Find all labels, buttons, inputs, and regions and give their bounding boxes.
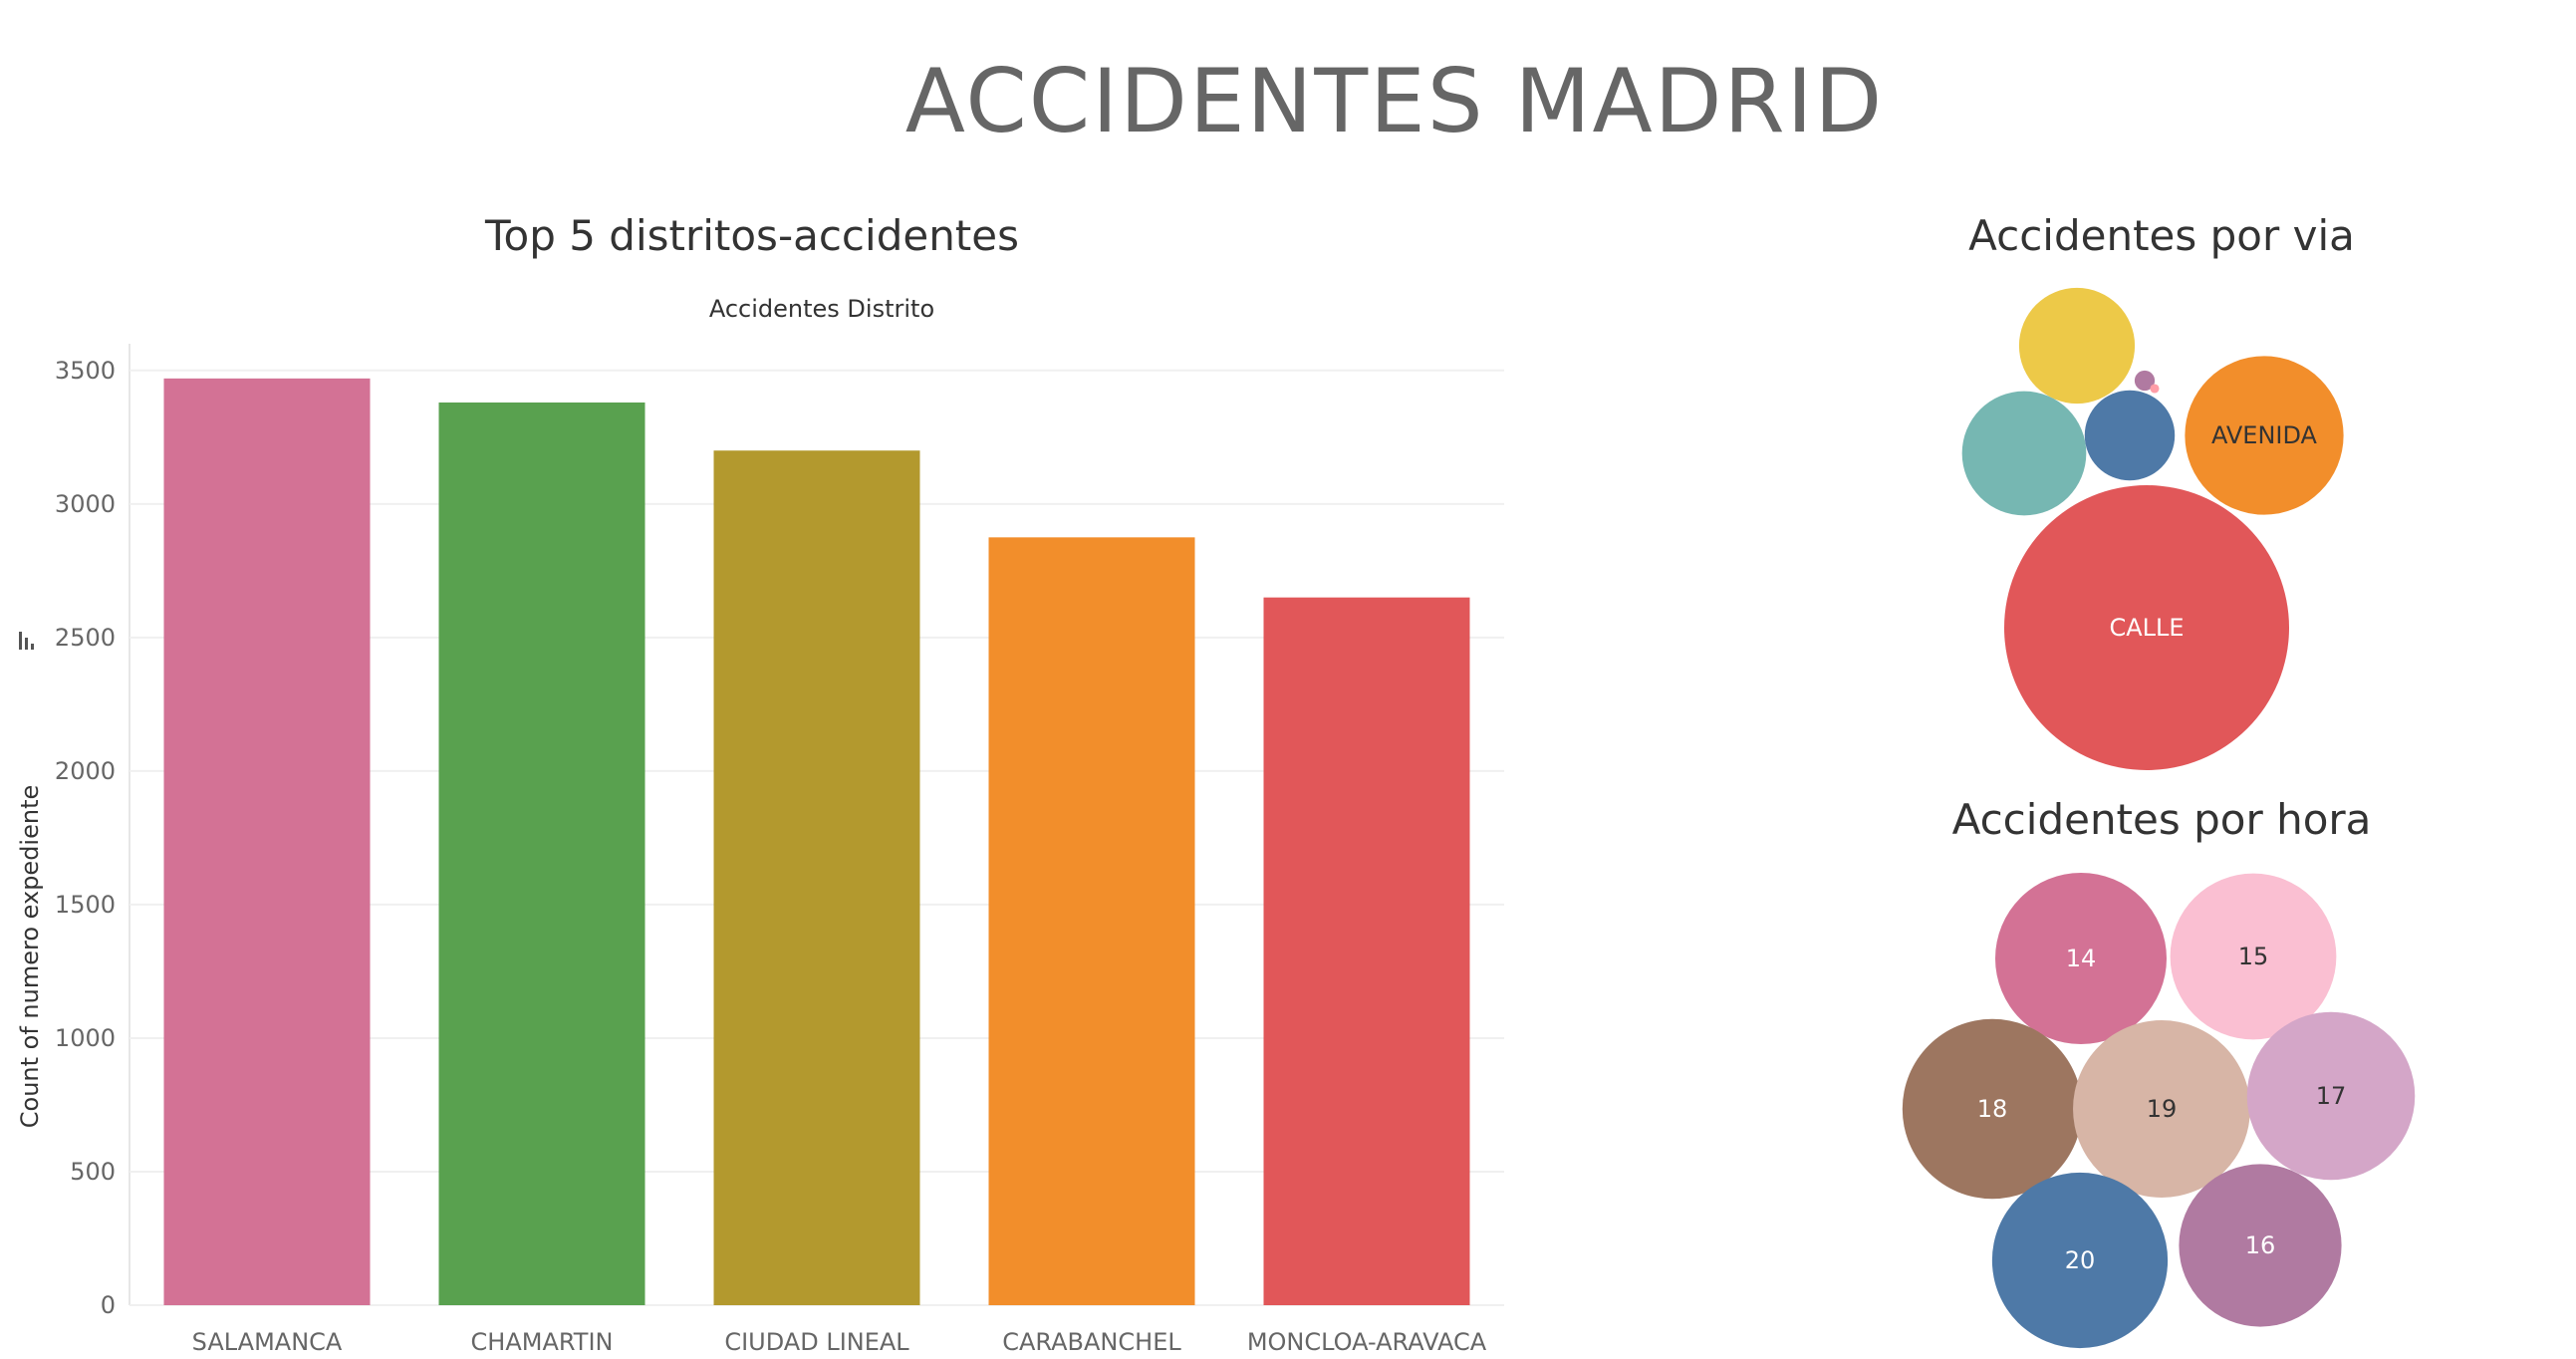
y-tick-label: 1000 bbox=[55, 1024, 116, 1052]
dashboard-title: ACCIDENTES MADRID bbox=[904, 50, 1885, 152]
y-tick-label: 2000 bbox=[55, 757, 116, 785]
hora-chart-title: Accidentes por hora bbox=[1951, 795, 2372, 844]
x-tick-label: CARABANCHEL bbox=[1002, 1328, 1181, 1355]
hora-bubble-chart: 14 15 18 19 17 20 16 bbox=[1902, 873, 2416, 1349]
via-chart-title: Accidentes por via bbox=[1968, 211, 2355, 260]
bubble-label: 17 bbox=[2316, 1082, 2347, 1110]
bar[interactable] bbox=[713, 450, 920, 1305]
bubble-label: 14 bbox=[2066, 945, 2097, 972]
bar-chart-title: Top 5 distritos-accidentes bbox=[484, 211, 1019, 260]
y-tick-label: 1500 bbox=[55, 891, 116, 919]
y-tick-label: 500 bbox=[70, 1158, 116, 1186]
bar[interactable] bbox=[988, 537, 1195, 1305]
x-tick-label: MONCLOA-ARAVACA bbox=[1247, 1328, 1487, 1355]
x-tick-label: CHAMARTIN bbox=[471, 1328, 614, 1355]
bubble[interactable] bbox=[1902, 1018, 2083, 1200]
y-axis-title-group: Count of numero expediente bbox=[16, 785, 44, 1128]
bubble-label: 15 bbox=[2238, 943, 2269, 970]
bar[interactable] bbox=[163, 378, 371, 1305]
bubble[interactable] bbox=[2150, 384, 2160, 394]
y-tick-label: 2500 bbox=[55, 624, 116, 652]
bubble[interactable] bbox=[2185, 356, 2344, 515]
y-tick-label: 0 bbox=[101, 1291, 116, 1319]
bubble[interactable] bbox=[1995, 873, 2167, 1044]
bubble-label: 16 bbox=[2245, 1231, 2276, 1259]
x-axis-labels: SALAMANCA CHAMARTIN CIUDAD LINEAL CARABANCH… bbox=[192, 1328, 1487, 1355]
bars bbox=[163, 378, 1470, 1305]
bubble-label: 20 bbox=[2065, 1246, 2096, 1274]
sort-icon[interactable] bbox=[19, 632, 34, 650]
via-bubble-chart: CALLE AVENIDA bbox=[1961, 287, 2344, 770]
bubble-label: CALLE bbox=[2109, 614, 2184, 642]
x-tick-label: CIUDAD LINEAL bbox=[724, 1328, 909, 1355]
bubble-label: AVENIDA bbox=[2211, 421, 2318, 449]
bubble[interactable] bbox=[2246, 1011, 2416, 1181]
bubble[interactable] bbox=[2170, 873, 2337, 1040]
y-tick-label: 3500 bbox=[55, 357, 116, 385]
bubble[interactable] bbox=[1961, 391, 2087, 516]
y-axis-ticks: 0 500 1000 1500 2000 2500 3000 3500 bbox=[55, 357, 116, 1319]
bubble[interactable] bbox=[2084, 390, 2176, 481]
bubble[interactable] bbox=[2073, 1020, 2250, 1198]
bubble-label: 19 bbox=[2147, 1095, 2178, 1123]
bubble[interactable] bbox=[1991, 1172, 2169, 1349]
bubble[interactable] bbox=[2018, 287, 2136, 405]
bar[interactable] bbox=[438, 402, 645, 1305]
y-axis-title: Count of numero expediente bbox=[16, 785, 44, 1128]
y-tick-label: 3000 bbox=[55, 490, 116, 518]
bar-chart-subtitle: Accidentes Distrito bbox=[709, 295, 934, 323]
bubble[interactable] bbox=[2134, 370, 2156, 392]
x-tick-label: SALAMANCA bbox=[192, 1328, 343, 1355]
bar[interactable] bbox=[1263, 597, 1470, 1305]
bubble[interactable] bbox=[2004, 485, 2289, 770]
bubble-label: 18 bbox=[1977, 1095, 2008, 1123]
bubble[interactable] bbox=[2179, 1164, 2342, 1327]
district-bar-chart: Accidentes Distrito Count of numero expe… bbox=[16, 295, 1504, 1355]
